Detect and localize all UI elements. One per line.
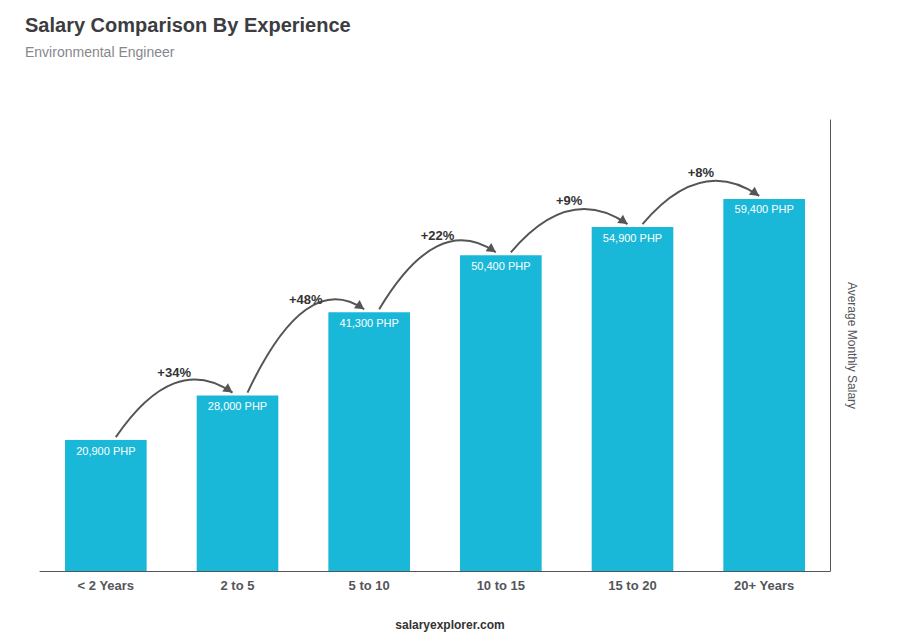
svg-text:20,900 PHP: 20,900 PHP — [76, 445, 135, 457]
svg-text:Salary Comparison By Experienc: Salary Comparison By Experience — [25, 14, 351, 36]
svg-text:54,900 PHP: 54,900 PHP — [603, 232, 662, 244]
svg-text:+48%: +48% — [289, 292, 323, 307]
svg-text:+9%: +9% — [556, 193, 583, 208]
svg-text:+8%: +8% — [688, 165, 715, 180]
svg-text:< 2 Years: < 2 Years — [78, 578, 135, 593]
svg-text:+22%: +22% — [421, 228, 455, 243]
svg-text:15 to 20: 15 to 20 — [608, 578, 656, 593]
svg-text:+34%: +34% — [157, 365, 191, 380]
svg-text:28,000 PHP: 28,000 PHP — [208, 400, 267, 412]
svg-text:10 to 15: 10 to 15 — [477, 578, 525, 593]
svg-text:20+ Years: 20+ Years — [734, 578, 794, 593]
svg-text:59,400 PHP: 59,400 PHP — [735, 203, 794, 215]
svg-text:50,400 PHP: 50,400 PHP — [471, 260, 530, 272]
svg-text:5 to 10: 5 to 10 — [349, 578, 390, 593]
svg-text:41,300 PHP: 41,300 PHP — [340, 317, 399, 329]
svg-text:Average Monthly Salary: Average Monthly Salary — [845, 282, 859, 409]
svg-text:Environmental Engineer: Environmental Engineer — [25, 44, 175, 60]
svg-text:2 to 5: 2 to 5 — [221, 578, 255, 593]
svg-text:salaryexplorer.com: salaryexplorer.com — [395, 618, 504, 632]
